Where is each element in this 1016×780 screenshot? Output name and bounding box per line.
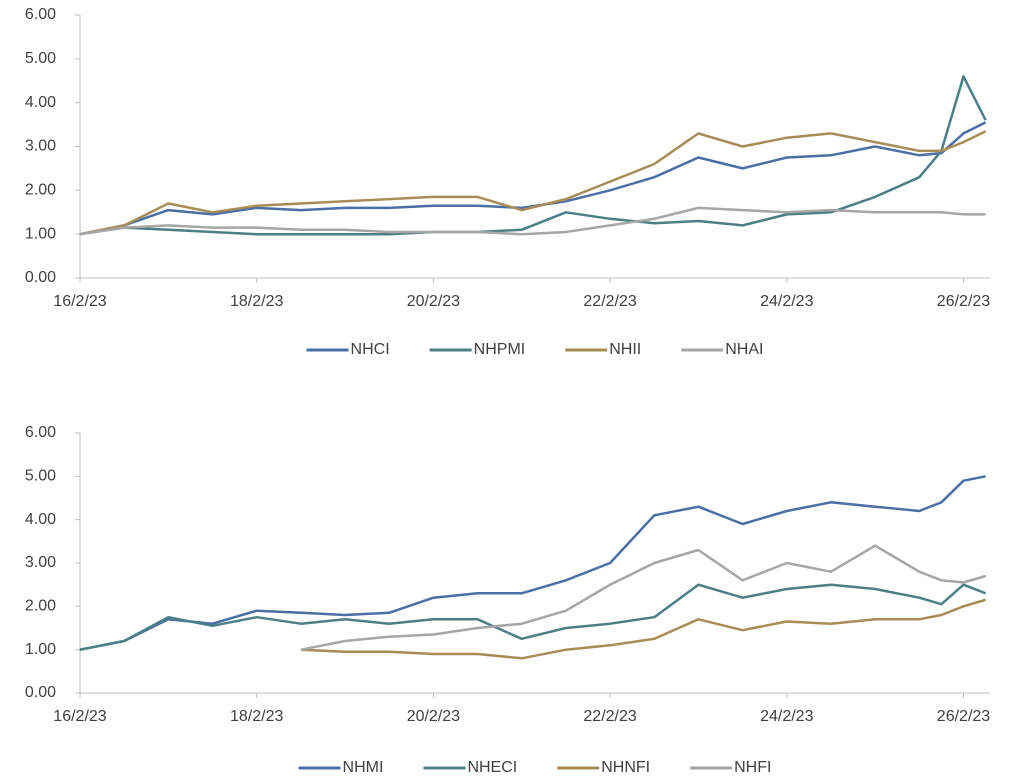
legend-label: NHECI <box>467 759 517 776</box>
y-tick-label: 1.00 <box>25 641 56 658</box>
y-tick-label: 5.00 <box>25 468 56 485</box>
y-tick-label: 2.00 <box>25 182 56 199</box>
legend-label: NHCI <box>351 341 390 358</box>
series-line <box>79 130 987 236</box>
y-tick-label: 3.00 <box>25 554 56 571</box>
x-tick-label: 18/2/23 <box>230 293 283 310</box>
x-tick-label: 20/2/23 <box>407 293 460 310</box>
series-line <box>300 544 986 651</box>
legend: NHCI NHPMI NHII NHAI <box>306 341 763 358</box>
series-line <box>79 121 987 236</box>
y-tick-label: 2.00 <box>25 598 56 615</box>
legend-label: NHNFI <box>601 759 650 776</box>
chart: 0.00 1.00 2.00 3.00 4.00 5.00 6.00 16/2/23 18/2/… <box>25 6 990 358</box>
x-tick-label: 24/2/23 <box>760 293 813 310</box>
x-tick-label: 26/2/23 <box>937 293 990 310</box>
y-tick-label: 6.00 <box>25 424 56 441</box>
x-tick-label: 20/2/23 <box>407 708 460 725</box>
legend-label: NHII <box>609 341 641 358</box>
series-line <box>300 598 986 660</box>
x-tick-label: 26/2/23 <box>937 708 990 725</box>
y-tick-label: 6.00 <box>25 6 56 23</box>
series-line <box>79 475 986 651</box>
y-tick-label: 0.00 <box>25 269 56 286</box>
y-tick-label: 4.00 <box>25 511 56 528</box>
y-tick-label: 1.00 <box>25 225 56 242</box>
x-tick-label: 24/2/23 <box>760 708 813 725</box>
y-tick-label: 4.00 <box>25 94 56 111</box>
x-tick-label: 16/2/23 <box>53 293 106 310</box>
series-line <box>79 75 987 236</box>
x-tick-label: 16/2/23 <box>53 708 106 725</box>
series-line <box>79 206 986 236</box>
series-line <box>79 583 987 651</box>
x-tick-label: 22/2/23 <box>583 293 636 310</box>
legend-label: NHAI <box>725 341 763 358</box>
x-tick-label: 22/2/23 <box>583 708 636 725</box>
legend-label: NHMI <box>343 759 384 776</box>
legend-label: NHPMI <box>474 341 526 358</box>
legend: NHMI NHECI NHNFI NHFI <box>298 759 771 776</box>
x-tick-label: 18/2/23 <box>230 708 283 725</box>
y-tick-label: 5.00 <box>25 50 56 67</box>
legend-label: NHFI <box>734 759 771 776</box>
y-tick-label: 3.00 <box>25 138 56 155</box>
chart: 0.00 1.00 2.00 3.00 4.00 5.00 6.00 16/2/23 18/2/… <box>25 424 990 776</box>
y-tick-label: 0.00 <box>25 684 56 701</box>
